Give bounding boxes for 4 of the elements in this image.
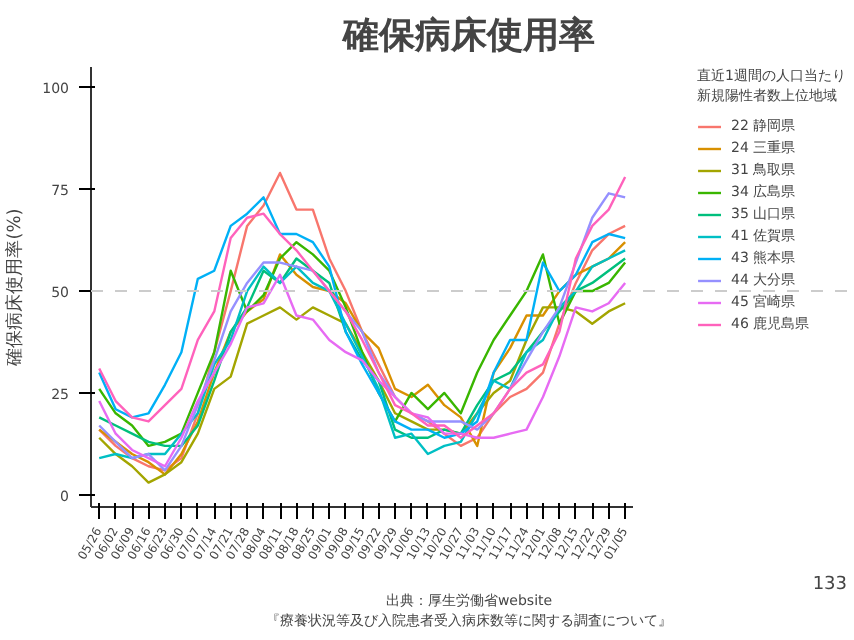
text: 133 [812,575,848,595]
y-axis-title: 確保病床使用率(%) [4,208,27,368]
line-series [98,302,627,484]
chart-title: 確保病床使用率 [341,15,595,57]
